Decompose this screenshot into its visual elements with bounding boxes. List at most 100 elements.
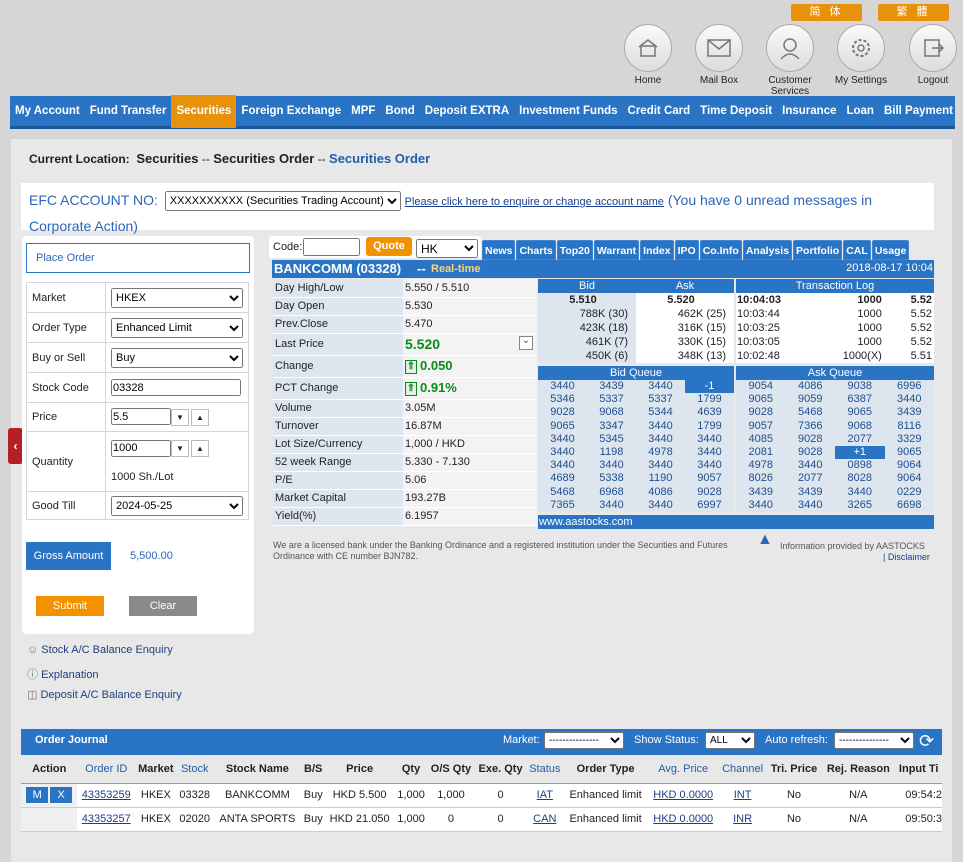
- account-select[interactable]: XXXXXXXXXX (Securities Trading Account): [164, 191, 401, 212]
- customer-services-link[interactable]: Customer Services: [755, 24, 825, 97]
- nav-bond[interactable]: Bond: [385, 104, 415, 117]
- tab-charts[interactable]: Charts: [516, 240, 556, 260]
- stock-code-input[interactable]: [111, 379, 241, 396]
- aastocks-url[interactable]: www.aastocks.com: [538, 515, 934, 529]
- tab-top20[interactable]: Top20: [556, 240, 593, 260]
- tab-coinfo[interactable]: Co.Info: [699, 240, 742, 260]
- journal-channel-link[interactable]: INT: [733, 789, 752, 801]
- disclaimer-link[interactable]: | Disclaimer: [883, 552, 930, 562]
- nav-bill-payment[interactable]: Bill Payment: [883, 104, 953, 117]
- journal-status-link[interactable]: IAT: [536, 789, 553, 801]
- tab-index[interactable]: Index: [640, 240, 674, 260]
- queue-row: 2081 9028 +1 9065: [736, 445, 934, 460]
- price-input[interactable]: [111, 408, 171, 426]
- side-collapse-tab[interactable]: ‹: [8, 428, 23, 464]
- unread-msg-post[interactable]: unread messages in Corporate Action): [29, 192, 873, 234]
- journal-market-select[interactable]: ---------------: [544, 732, 624, 749]
- journal-avg[interactable]: HKD 0.0000: [647, 807, 719, 832]
- price-down-button[interactable]: ▼: [171, 408, 189, 426]
- journal-id-link[interactable]: 43353259: [81, 789, 131, 801]
- auto-refresh-select[interactable]: ---------------: [834, 732, 914, 749]
- journal-tri: No: [766, 807, 822, 832]
- queue-cell: 2081: [736, 445, 786, 460]
- queue-cell: 2077: [785, 472, 835, 486]
- clear-button[interactable]: Clear: [129, 596, 197, 616]
- nav-mpf[interactable]: MPF: [351, 104, 376, 117]
- nav-fund-transfer[interactable]: Fund Transfer: [89, 104, 167, 117]
- order-type-label: Order Type: [26, 312, 106, 343]
- nav-insurance[interactable]: Insurance: [782, 104, 837, 117]
- chevron-down-icon[interactable]: ⌄: [519, 335, 533, 350]
- bid-queue-table: Bid Queue 3440 3439 3440 -1 5346 5337 5337 1799…: [538, 366, 734, 512]
- journal-id[interactable]: 43353259: [77, 783, 136, 808]
- bid-queue-title: Bid Queue: [538, 366, 734, 380]
- tab-analysis[interactable]: Analysis: [742, 240, 793, 260]
- market-select[interactable]: HKEX: [111, 287, 243, 308]
- my-settings-link[interactable]: My Settings: [826, 24, 896, 86]
- quote-market-select[interactable]: HK: [416, 239, 478, 258]
- good-till-select[interactable]: 2024-05-25: [111, 495, 243, 516]
- nav-deposit-extra[interactable]: Deposit EXTRA: [424, 104, 510, 117]
- tab-portfolio[interactable]: Portfolio: [793, 240, 843, 260]
- journal-channel[interactable]: INR: [718, 807, 767, 832]
- nav-credit-card[interactable]: Credit Card: [627, 104, 691, 117]
- home-link[interactable]: Home: [613, 24, 683, 86]
- tab-news[interactable]: News: [482, 240, 516, 260]
- queue-cell: 9038: [835, 380, 885, 394]
- quantity-up-button[interactable]: ▲: [191, 440, 209, 458]
- tab-usage[interactable]: Usage: [871, 240, 910, 260]
- order-type-select[interactable]: Enhanced Limit: [111, 317, 243, 338]
- queue-cell: 3265: [835, 498, 885, 512]
- journal-header[interactable]: Channel: [718, 756, 767, 784]
- journal-status-link[interactable]: CAN: [533, 813, 557, 825]
- quote-button[interactable]: Quote: [366, 237, 412, 256]
- tab-ipo[interactable]: IPO: [674, 240, 699, 260]
- nav-loan[interactable]: Loan: [846, 104, 874, 117]
- journal-status[interactable]: CAN: [526, 807, 564, 832]
- journal-status[interactable]: IAT: [526, 783, 564, 808]
- transaction-price: 5.52: [895, 307, 934, 321]
- place-order-panel: Place Order Market HKEX Order Type Enhan…: [22, 236, 254, 634]
- journal-avg-link[interactable]: HKD 0.0000: [653, 789, 714, 801]
- journal-id-link[interactable]: 43353257: [81, 813, 131, 825]
- simplified-chinese-button[interactable]: 简 体: [791, 4, 862, 21]
- queue-cell: 9065: [538, 419, 587, 433]
- tab-cal[interactable]: CAL: [843, 240, 871, 260]
- traditional-chinese-button[interactable]: 繁 體: [878, 4, 949, 21]
- deposit-balance-link[interactable]: ◫ Deposit A/C Balance Enquiry: [27, 688, 182, 701]
- tab-warrant[interactable]: Warrant: [593, 240, 640, 260]
- journal-channel-link[interactable]: INR: [733, 813, 753, 825]
- journal-header[interactable]: Status: [526, 756, 564, 784]
- nav-securities[interactable]: Securities: [171, 94, 237, 128]
- journal-header[interactable]: Order ID: [77, 756, 136, 784]
- journal-avg-link[interactable]: HKD 0.0000: [653, 813, 714, 825]
- nav-my-account[interactable]: My Account: [15, 104, 80, 117]
- show-status-select[interactable]: ALL: [705, 732, 755, 749]
- journal-avg[interactable]: HKD 0.0000: [647, 783, 719, 808]
- journal-header[interactable]: Stock: [176, 756, 213, 784]
- journal-id[interactable]: 43353257: [77, 807, 136, 832]
- bid-depth: 461K (7): [538, 335, 636, 349]
- stock-balance-link[interactable]: ☺ Stock A/C Balance Enquiry: [27, 644, 173, 656]
- nav-foreign-exchange[interactable]: Foreign Exchange: [241, 104, 342, 117]
- mailbox-link[interactable]: Mail Box: [684, 24, 754, 86]
- journal-channel[interactable]: INT: [718, 783, 767, 808]
- quantity-input[interactable]: [111, 439, 171, 457]
- journal-header[interactable]: Avg. Price: [647, 756, 719, 784]
- cancel-order-button[interactable]: X: [50, 787, 73, 803]
- logout-link[interactable]: Logout: [898, 24, 963, 86]
- submit-button[interactable]: Submit: [36, 596, 104, 616]
- change-account-link[interactable]: Please click here to enquire or change a…: [404, 196, 664, 208]
- queue-cell: 5337: [636, 393, 685, 407]
- refresh-icon[interactable]: ⟳: [919, 731, 935, 751]
- queue-cell: 6996: [884, 380, 934, 394]
- stock-header-bar: BANKCOMM (03328) -- Real-time 2018-08-17…: [272, 260, 934, 278]
- quantity-down-button[interactable]: ▼: [171, 440, 189, 458]
- modify-order-button[interactable]: M: [26, 787, 49, 803]
- price-up-button[interactable]: ▲: [191, 408, 209, 426]
- nav-investment-funds[interactable]: Investment Funds: [519, 104, 618, 117]
- nav-time-deposit[interactable]: Time Deposit: [700, 104, 773, 117]
- buy-sell-select[interactable]: Buy: [111, 347, 243, 368]
- quote-code-input[interactable]: [303, 238, 360, 256]
- explanation-link[interactable]: ⓘ Explanation: [27, 666, 99, 682]
